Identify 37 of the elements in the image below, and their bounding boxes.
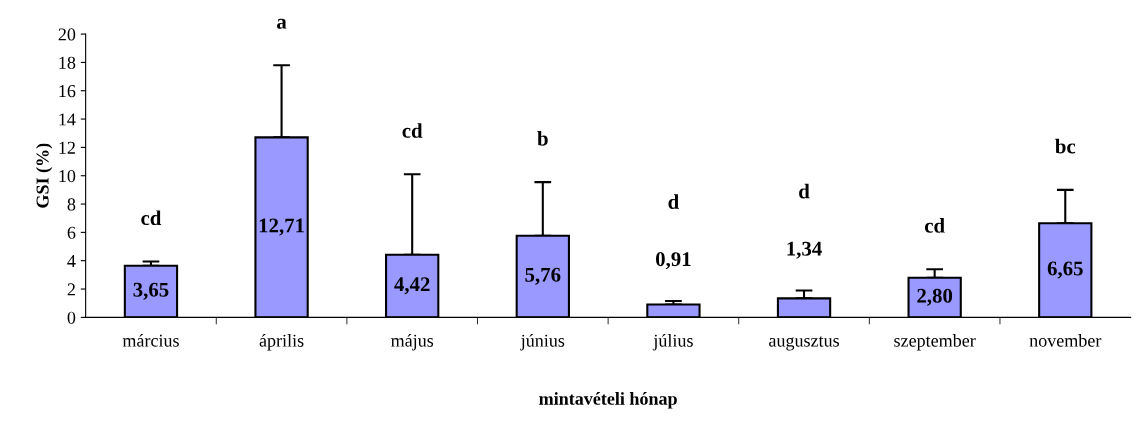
annotation: d	[668, 194, 679, 209]
annotation: cd	[924, 218, 945, 233]
y-axis-title: GSI (%)	[35, 143, 53, 208]
y-tick-label: 20	[58, 28, 76, 41]
y-tick-label: 18	[59, 56, 76, 69]
y-tick-label: 0	[67, 311, 76, 324]
data-label: 0,91	[655, 252, 691, 270]
x-axis-title: mintavételi hónap	[539, 392, 677, 409]
annotation: bc	[1055, 138, 1076, 154]
annotation: b	[537, 130, 548, 146]
data-label: 4,42	[394, 277, 430, 295]
data-label: 3,65	[133, 282, 169, 300]
x-tick-label: március	[122, 334, 179, 347]
annotation: cd	[141, 210, 162, 226]
x-tick-label: szeptember	[894, 334, 976, 351]
data-label: 6,65	[1047, 261, 1083, 279]
y-tick-label: 6	[67, 226, 76, 239]
x-tick-label: június	[520, 334, 565, 351]
x-tick-label: augusztus	[769, 336, 839, 351]
y-tick-label: 10	[59, 169, 76, 183]
x-tick-label: november	[1029, 334, 1102, 347]
y-tick-label: 16	[59, 85, 76, 98]
annotation: d	[799, 183, 810, 199]
y-tick-label: 2	[67, 283, 75, 296]
y-tick-label: 14	[59, 113, 76, 126]
y-tick-label: 12	[59, 141, 75, 154]
data-label: 5,76	[525, 267, 561, 285]
text: a	[277, 18, 287, 29]
data-label: 2,80	[917, 288, 953, 306]
x-tick-label: július	[652, 334, 693, 351]
data-label: 1,34	[787, 241, 822, 259]
x-tick-label: április	[259, 334, 304, 351]
annotation: cd	[402, 123, 423, 138]
y-tick-label: 8	[67, 198, 76, 211]
data-label: 12,71	[259, 218, 304, 236]
x-tick-label: május	[391, 334, 434, 351]
y-tick-label: 4	[67, 255, 76, 267]
